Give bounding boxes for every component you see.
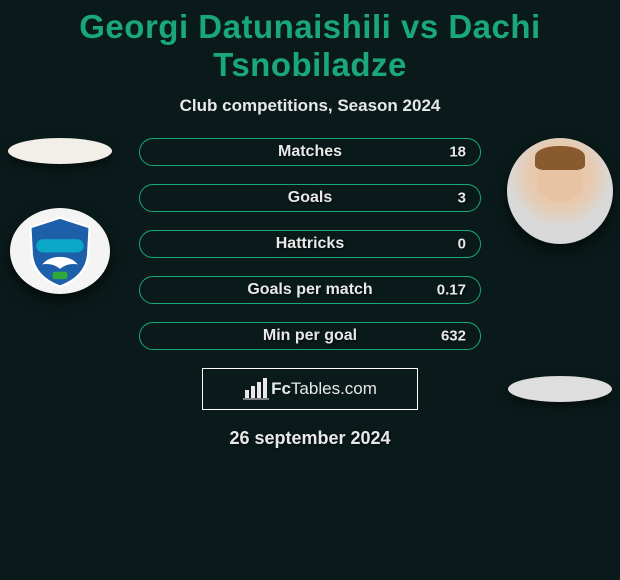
brand-rest: Tables.com [291,379,377,398]
bar-chart-icon [243,378,269,400]
club-badge-left [10,208,110,294]
shield-icon [23,214,97,288]
stats-list: Matches 18 Goals 3 Hattricks 0 Goals per… [139,138,481,350]
date-text: 26 september 2024 [0,428,620,449]
brand-box: FcTables.com [202,368,418,410]
brand-prefix: Fc [271,379,291,398]
player-right-avatar [507,138,613,244]
stat-label: Goals per match [247,281,372,299]
stat-label: Min per goal [263,327,357,345]
club-right-placeholder [508,376,612,402]
page-title: Georgi Datunaishili vs Dachi Tsnobiladze [0,0,620,84]
stat-label: Matches [278,143,342,161]
stat-row-goals: Goals 3 [139,184,481,212]
player-left-placeholder [8,138,112,164]
stat-value: 3 [458,190,466,207]
stat-value: 0 [458,236,466,253]
stat-row-goals-per-match: Goals per match 0.17 [139,276,481,304]
player-left-column [0,138,120,294]
stat-label: Hattricks [276,235,344,253]
main-area: Matches 18 Goals 3 Hattricks 0 Goals per… [0,138,620,449]
stat-row-matches: Matches 18 [139,138,481,166]
stat-label: Goals [288,189,332,207]
stat-value: 0.17 [437,282,466,299]
player-right-column [500,138,620,402]
subtitle: Club competitions, Season 2024 [0,96,620,116]
stat-value: 18 [449,144,466,161]
stat-value: 632 [441,328,466,345]
stat-row-hattricks: Hattricks 0 [139,230,481,258]
stat-row-min-per-goal: Min per goal 632 [139,322,481,350]
brand-text: FcTables.com [271,379,377,399]
